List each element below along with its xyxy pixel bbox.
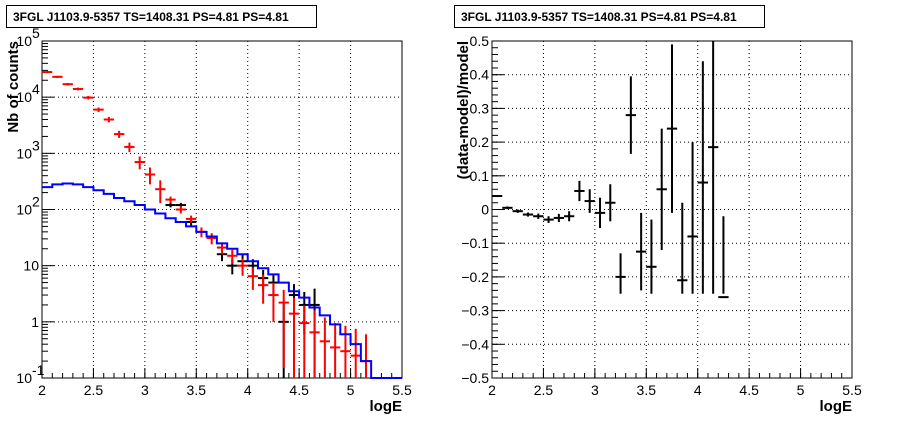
right-x-tick-label: 2 [488, 382, 496, 398]
left-x-tick-label: 3 [141, 382, 149, 398]
right-x-tick-label: 4 [694, 382, 702, 398]
right-y-tick-label: 0.1 [470, 168, 490, 184]
left-x-tick-label: 5 [347, 382, 355, 398]
right-y-tick-label: −0.3 [461, 303, 489, 319]
right-x-tick-label: 3 [591, 382, 599, 398]
left-x-axis-title: logE [370, 398, 403, 415]
left-x-tick-label: 3.5 [187, 382, 207, 398]
left-x-tick-label: 2.5 [84, 382, 104, 398]
left-y-tick-label: 10 [23, 258, 39, 274]
right-x-tick-label: 5 [797, 382, 805, 398]
left-y-tick-exponent: 4 [32, 81, 40, 97]
left-y-tick-label: 10 [16, 145, 32, 161]
left-y-tick-label: 1 [31, 314, 39, 330]
right-y-tick-label: 0.3 [470, 100, 490, 116]
left-y-axis-title: Nb of counts [5, 41, 22, 133]
right-y-tick-label: 0.4 [470, 67, 490, 83]
left-y-tick-exponent: -1 [32, 362, 45, 378]
left-y-tick-label: 10 [16, 33, 32, 49]
right-y-tick-label: 0.5 [470, 33, 490, 49]
left-x-tick-label: 2 [38, 382, 46, 398]
right-y-tick-label: −0.4 [461, 336, 489, 352]
right-y-tick-label: 0 [481, 202, 489, 218]
right-x-tick-label: 5.5 [842, 382, 862, 398]
right-y-tick-label: −0.1 [461, 235, 489, 251]
left-chart-title: 3FGL J1103.9-5357 TS=1408.31 PS=4.81 PS=… [6, 5, 317, 28]
left-y-tick-exponent: 2 [32, 194, 40, 210]
right-y-tick-label: 0.2 [470, 134, 490, 150]
left-y-tick-label: 10 [16, 89, 32, 105]
right-x-tick-label: 3.5 [637, 382, 657, 398]
left-x-tick-label: 5.5 [392, 382, 412, 398]
right-chart-title: 3FGL J1103.9-5357 TS=1408.31 PS=4.81 PS=… [454, 5, 765, 28]
right-x-tick-label: 4.5 [739, 382, 759, 398]
right-y-axis-title: (data-model)/model [455, 41, 472, 179]
right-y-tick-label: −0.5 [461, 370, 489, 386]
left-model-histogram-line [42, 182, 402, 379]
left-y-tick-label: 10 [16, 202, 32, 218]
right-x-axis-title: logE [820, 398, 853, 415]
left-y-tick-label: 10 [16, 370, 32, 386]
right-x-tick-label: 2.5 [534, 382, 554, 398]
left-y-tick-exponent: 3 [32, 137, 40, 153]
left-y-tick-exponent: 5 [32, 25, 40, 41]
right-y-tick-label: −0.2 [461, 269, 489, 285]
left-x-tick-label: 4 [244, 382, 252, 398]
left-x-tick-label: 4.5 [289, 382, 309, 398]
